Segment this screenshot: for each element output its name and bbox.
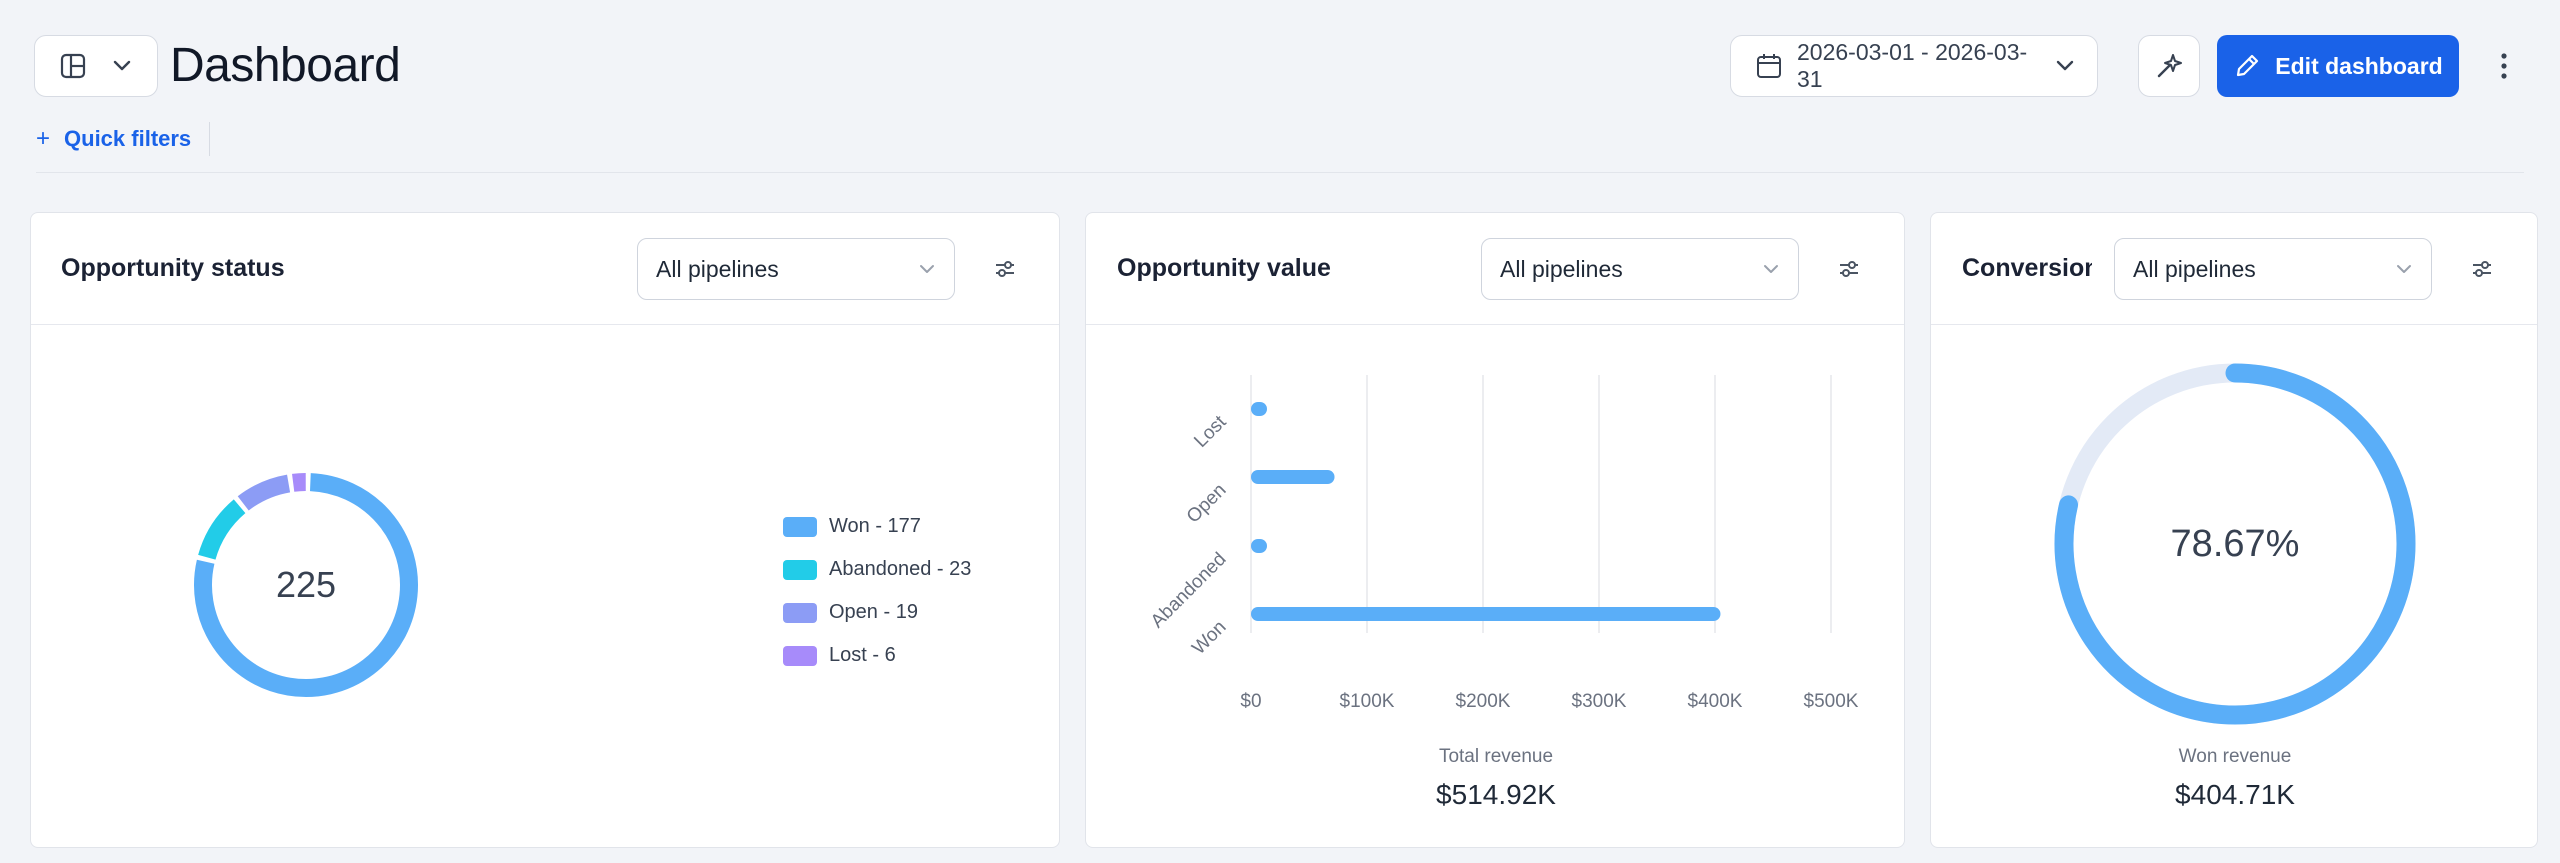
legend-item-lost: Lost - 6 [783,634,971,677]
card-header: Opportunity status All pipelines [31,213,1059,325]
card-header: Opportunity value All pipelines [1086,213,1904,325]
opportunity-value-card: Opportunity value All pipelines $0 $100K $… [1085,212,1905,848]
legend-swatch [783,559,817,580]
x-tick-label: $400K [1688,691,1743,712]
x-tick-label: $200K [1456,691,1511,712]
status-donut-chart: 225 [194,473,418,697]
bar-open[interactable] [1251,470,1335,484]
legend-label: Open - 19 [829,601,918,623]
edit-dashboard-label: Edit dashboard [2275,52,2443,79]
page-title: Dashboard [170,39,401,92]
bar-lost[interactable] [1251,402,1267,416]
chevron-down-icon [2056,60,2074,71]
donut-slice-lost[interactable] [292,473,306,492]
layout-selector-button[interactable] [34,35,158,97]
y-category-label: Lost [1190,411,1231,452]
card-title: Opportunity value [1117,254,1331,282]
bar-abandoned[interactable] [1251,539,1267,553]
ring-progress-arc[interactable] [2054,363,2416,725]
legend-label: Lost - 6 [829,644,896,666]
y-category-label: Won [1188,617,1230,659]
y-category-label: Open [1183,480,1231,528]
ai-assist-button[interactable] [2138,35,2200,97]
chevron-down-icon [2397,265,2411,273]
card-title: Conversion [1962,254,2092,282]
date-range-picker[interactable]: 2026-03-01 - 2026-03-31 [1730,35,2098,97]
donut-slice-open[interactable] [237,474,291,511]
layout-icon [60,53,86,79]
conversion-percent-label: 78.67% [2171,523,2300,565]
conversion-ring-chart: 78.67% [2054,363,2416,725]
donut-slice-won[interactable] [194,473,418,697]
donut-slice-abandoned[interactable] [198,499,246,560]
legend-swatch [783,645,817,666]
calendar-icon [1757,54,1781,78]
pipeline-select[interactable]: All pipelines [2114,238,2432,300]
legend-swatch [783,602,817,623]
x-tick-label: $100K [1340,691,1395,712]
sparkle-wand-icon [2157,54,2182,78]
sliders-icon [2473,261,2491,277]
legend-label: Won - 177 [829,515,921,537]
conversion-card: Conversion All pipelines 78.67% Won reve… [1930,212,2538,848]
card-settings-button[interactable] [1829,249,1869,289]
total-revenue-caption: Total revenue [1438,746,1554,767]
quick-filters-button[interactable]: + Quick filters [36,122,211,156]
opportunity-status-card: Opportunity status All pipelines 225 Won… [30,212,1060,848]
total-revenue-value: $514.92K [1436,779,1556,810]
card-settings-button[interactable] [985,249,1025,289]
plus-icon: + [36,125,51,152]
sliders-icon [1840,261,1858,277]
pipeline-select[interactable]: All pipelines [1481,238,1799,300]
pipeline-select[interactable]: All pipelines [637,238,955,300]
legend-item-abandoned: Abandoned - 23 [783,548,971,591]
pipeline-select-value: All pipelines [656,255,779,282]
card-title: Opportunity status [61,254,285,282]
chevron-down-icon [113,60,131,71]
legend-swatch [783,516,817,537]
card-settings-button[interactable] [2462,249,2502,289]
date-range-label: 2026-03-01 - 2026-03-31 [1797,39,2028,92]
won-revenue-value: $404.71K [2175,779,2295,810]
edit-dashboard-button[interactable]: Edit dashboard [2217,35,2459,97]
won-revenue-caption: Won revenue [2178,746,2292,767]
card-header: Conversion All pipelines [1931,213,2537,325]
sliders-icon [996,261,1014,277]
header-divider [36,172,2524,173]
chevron-down-icon [1764,265,1778,273]
pipeline-select-value: All pipelines [1500,255,1623,282]
x-tick-label: $0 [1240,691,1261,712]
legend-item-open: Open - 19 [783,591,971,634]
legend-label: Abandoned - 23 [829,558,972,580]
value-bar-chart: $0 $100K $200K $300K $400K $500KLostOpenAband… [1147,375,1859,712]
bar-won[interactable] [1251,607,1721,621]
x-tick-label: $500K [1804,691,1859,712]
quick-filters-label: Quick filters [64,126,192,151]
status-legend: Won - 177 Abandoned - 23 Open - 19 Lost … [783,505,971,677]
legend-item-won: Won - 177 [783,505,971,548]
pipeline-select-value: All pipelines [2133,255,2256,282]
pencil-icon [2237,54,2259,77]
chevron-down-icon [920,265,934,273]
x-tick-label: $300K [1572,691,1627,712]
more-vertical-icon [2501,53,2507,79]
donut-center-label: 225 [276,564,336,605]
more-options-button[interactable] [2484,44,2524,88]
